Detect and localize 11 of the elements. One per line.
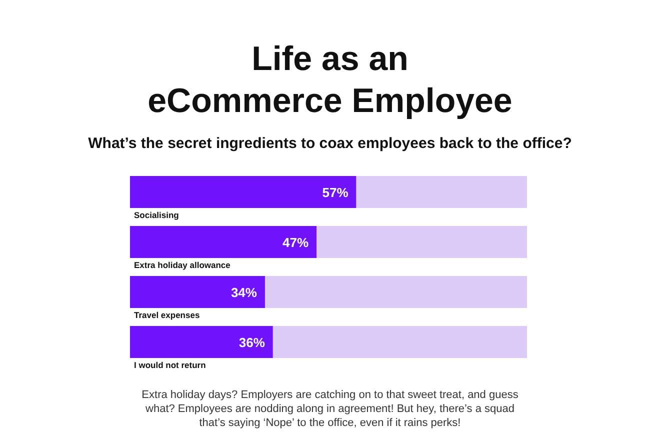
chart-title: Life as an eCommerce Employee (148, 40, 512, 120)
data-label: 36% (238, 335, 266, 350)
y-tick-label: Extra holiday allowance (134, 260, 231, 270)
annotation: Extra holiday days? Employers are catching on to that sweet treat, and guess what? Employees are nodding along in agreement! But hey, there’s a squad that’s saying ‘Nope’ to the office, even if it rains perks! (142, 389, 519, 429)
y-tick-label: Socialising (134, 210, 179, 220)
data-label: 34% (230, 285, 258, 300)
data-label: 47% (282, 235, 310, 250)
y-tick-label: Travel expenses (134, 310, 200, 320)
y-tick-label: I would not return (134, 360, 206, 370)
chart-subtitle: What’s the secret ingredients to coax employees back to the office? (88, 135, 572, 152)
data-label: 57% (322, 185, 349, 200)
